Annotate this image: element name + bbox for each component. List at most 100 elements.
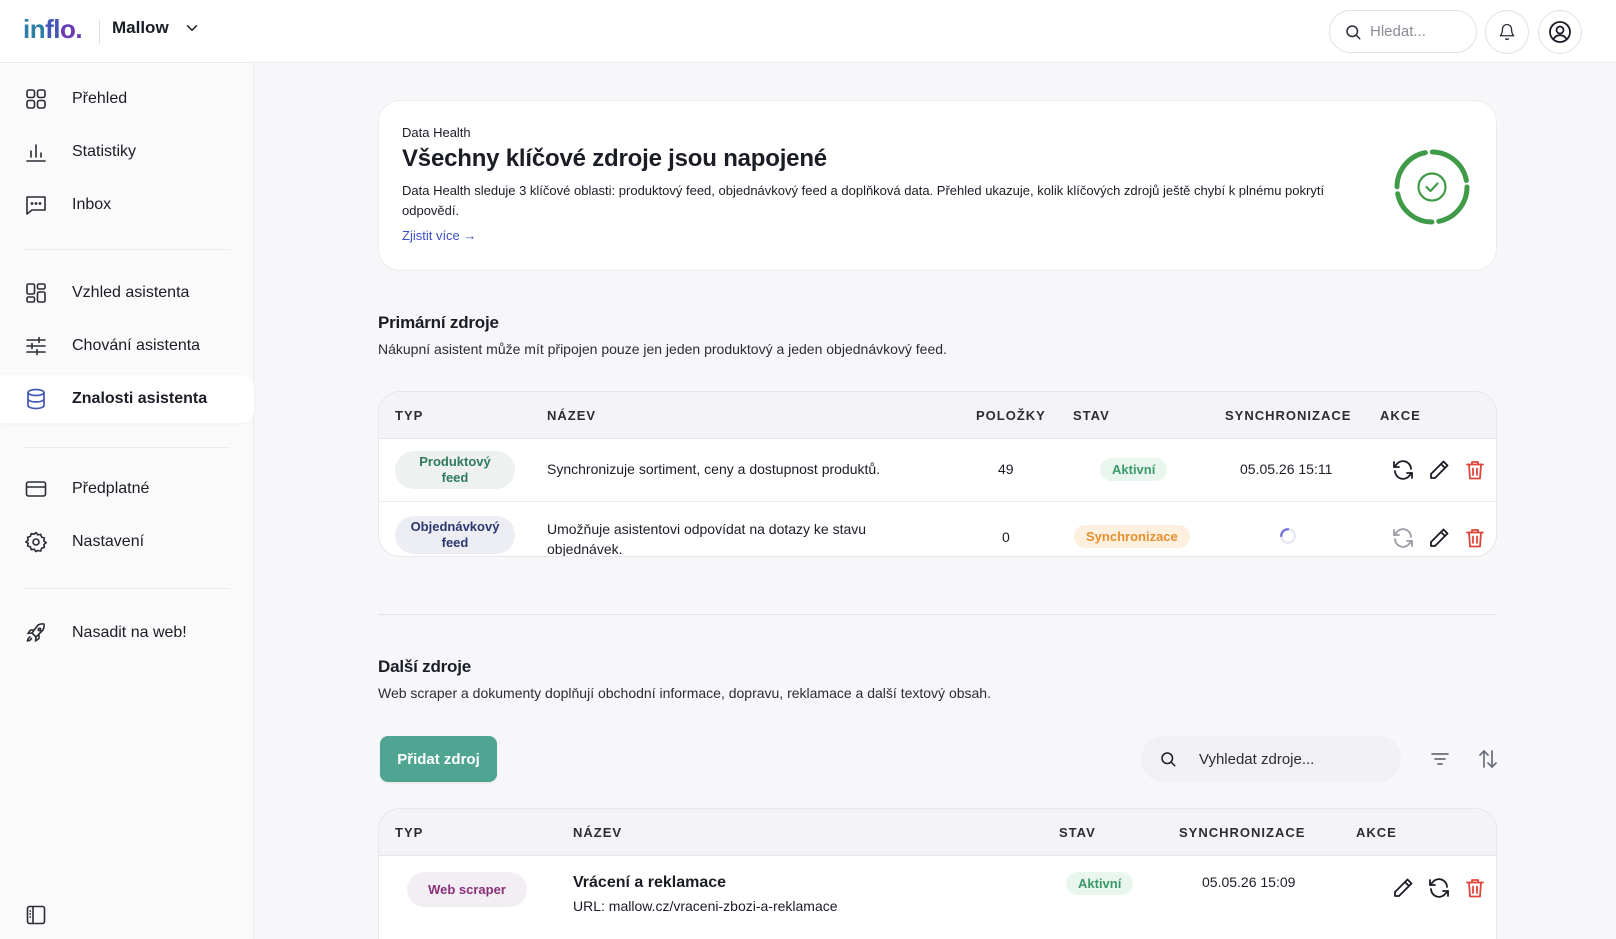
column-header-status: STAV xyxy=(1059,825,1096,840)
trash-icon[interactable] xyxy=(1463,458,1487,482)
sidebar-divider xyxy=(24,249,230,250)
column-header-sync: SYNCHRONIZACE xyxy=(1225,408,1352,423)
item-count: 49 xyxy=(998,461,1014,477)
column-header-name: NÁZEV xyxy=(573,825,623,840)
column-header-items: POLOŽKY xyxy=(976,408,1046,423)
edit-pencil-icon[interactable] xyxy=(1427,458,1451,482)
filter-icon[interactable] xyxy=(1428,747,1452,771)
credit-card-icon xyxy=(25,481,47,497)
column-header-sync: SYNCHRONIZACE xyxy=(1179,825,1306,840)
table-header: TYP NÁZEV STAV SYNCHRONIZACE AKCE xyxy=(379,809,1496,856)
logo-divider xyxy=(99,20,100,44)
table-row: Produktový feed Synchronizuje sortiment, … xyxy=(379,439,1496,502)
data-health-description: Data Health sleduje 3 klíčové oblasti: p… xyxy=(402,183,1325,218)
primary-sources-subtitle: Nákupní asistent může mít připojen pouze… xyxy=(378,341,947,357)
add-source-button[interactable]: Přidat zdroj xyxy=(380,736,497,782)
sidebar-item-label: Předplatné xyxy=(72,480,150,497)
sidebar-item-predplatne[interactable]: Předplatné xyxy=(0,465,254,513)
edit-pencil-icon[interactable] xyxy=(1391,876,1415,900)
sidebar-item-label: Statistiky xyxy=(72,143,137,160)
gear-icon xyxy=(25,531,47,553)
rocket-icon xyxy=(26,623,45,642)
data-health-card: Data Health Všechny klíčové zdroje jsou … xyxy=(378,100,1497,271)
sidebar-item-label: Znalosti asistenta xyxy=(72,390,208,407)
source-search-input[interactable] xyxy=(1199,750,1379,768)
sync-timestamp: 05.05.26 15:11 xyxy=(1240,461,1333,477)
column-header-status: STAV xyxy=(1073,408,1110,423)
source-search[interactable] xyxy=(1141,736,1401,782)
column-header-actions: AKCE xyxy=(1356,825,1397,840)
sidebar-item-vzhled[interactable]: Vzhled asistenta xyxy=(0,269,254,317)
sync-timestamp: 05.05.26 15:09 xyxy=(1202,874,1296,890)
logo[interactable]: in fl o. xyxy=(23,14,83,44)
column-header-actions: AKCE xyxy=(1380,408,1421,423)
column-header-type: TYP xyxy=(395,408,424,423)
sync-icon[interactable] xyxy=(1391,526,1415,550)
data-health-eyebrow: Data Health xyxy=(402,125,471,140)
global-search-input[interactable] xyxy=(1370,23,1462,40)
edit-pencil-icon[interactable] xyxy=(1427,526,1451,550)
sync-icon[interactable] xyxy=(1427,876,1451,900)
source-description: Umožňuje asistentovi odpovídat na dotazy… xyxy=(547,521,867,557)
sidebar-item-nasadit[interactable]: Nasadit na web! xyxy=(0,609,254,657)
chat-icon xyxy=(26,196,46,215)
health-ring-check-icon xyxy=(1394,149,1470,225)
trash-icon[interactable] xyxy=(1463,526,1487,550)
table-row: Objednávkový feed Umožňuje asistentovi od… xyxy=(379,502,1496,556)
user-menu-button[interactable] xyxy=(1538,10,1582,54)
column-header-name: NÁZEV xyxy=(547,408,597,423)
bar-chart-icon xyxy=(26,144,46,162)
type-badge: Web scraper xyxy=(407,872,527,907)
sidebar-item-label: Nastavení xyxy=(72,533,145,550)
status-badge: Synchronizace xyxy=(1074,525,1190,548)
sidebar-item-label: Nasadit na web! xyxy=(72,624,187,641)
grid-icon xyxy=(26,89,46,109)
trash-icon[interactable] xyxy=(1463,876,1487,900)
other-sources-subtitle: Web scraper a dokumenty doplňují obchodn… xyxy=(378,685,991,701)
global-search[interactable] xyxy=(1329,10,1477,53)
sliders-icon xyxy=(26,336,46,356)
sidebar-item-nastaveni[interactable]: Nastavení xyxy=(0,518,254,566)
sidebar-item-chovani[interactable]: Chování asistenta xyxy=(0,322,254,370)
source-url: URL: mallow.cz/vraceni-zbozi-a-reklamace xyxy=(573,898,838,914)
sync-icon[interactable] xyxy=(1391,458,1415,482)
primary-sources-title: Primární zdroje xyxy=(378,313,499,332)
sidebar-collapse-icon[interactable] xyxy=(24,903,48,927)
sidebar-item-statistiky[interactable]: Statistiky xyxy=(0,128,254,176)
sidebar-divider xyxy=(24,588,230,589)
database-icon xyxy=(27,388,45,410)
primary-sources-table: TYP NÁZEV POLOŽKY STAV SYNCHRONIZACE AKC… xyxy=(378,391,1497,557)
user-circle-icon xyxy=(1549,21,1571,43)
source-name[interactable]: Vrácení a reklamace xyxy=(573,874,727,891)
workspace-selector[interactable]: Mallow xyxy=(112,18,201,38)
top-header: in fl o. Mallow xyxy=(0,0,1616,63)
sidebar-item-prehled[interactable]: Přehled xyxy=(0,75,254,123)
data-health-title: Všechny klíčové zdroje jsou napojené xyxy=(402,145,827,172)
notifications-button[interactable] xyxy=(1485,10,1529,54)
item-count: 0 xyxy=(1002,529,1010,545)
type-badge: Produktový feed xyxy=(395,451,515,489)
table-header: TYP NÁZEV POLOŽKY STAV SYNCHRONIZACE AKC… xyxy=(379,392,1496,439)
search-icon xyxy=(1346,24,1361,39)
main-content: Data Health Všechny klíčové zdroje jsou … xyxy=(254,63,1616,939)
learn-more-link[interactable]: Zjistit více → xyxy=(402,228,477,243)
sort-icon[interactable] xyxy=(1476,747,1500,771)
loading-spinner-icon xyxy=(1280,528,1296,544)
sidebar: Přehled Statistiky Inbox Vzhled asistent… xyxy=(0,63,254,939)
source-description: Synchronizuje sortiment, ceny a dostupno… xyxy=(547,461,881,477)
section-divider xyxy=(378,614,1497,615)
column-header-type: TYP xyxy=(395,825,424,840)
sidebar-item-inbox[interactable]: Inbox xyxy=(0,181,254,229)
sidebar-item-label: Přehled xyxy=(72,90,128,107)
sidebar-item-label: Inbox xyxy=(72,196,112,213)
sidebar-divider xyxy=(24,447,230,448)
workspace-name: Mallow xyxy=(112,18,169,37)
sidebar-item-label: Vzhled asistenta xyxy=(72,284,190,301)
type-badge: Objednávkový feed xyxy=(395,516,515,554)
sidebar-item-znalosti[interactable]: Znalosti asistenta xyxy=(0,375,254,423)
chevron-down-icon xyxy=(186,25,197,31)
status-badge: Aktivní xyxy=(1100,458,1168,481)
layout-icon xyxy=(26,283,46,303)
bell-icon xyxy=(1499,23,1515,41)
search-icon xyxy=(1161,752,1176,767)
